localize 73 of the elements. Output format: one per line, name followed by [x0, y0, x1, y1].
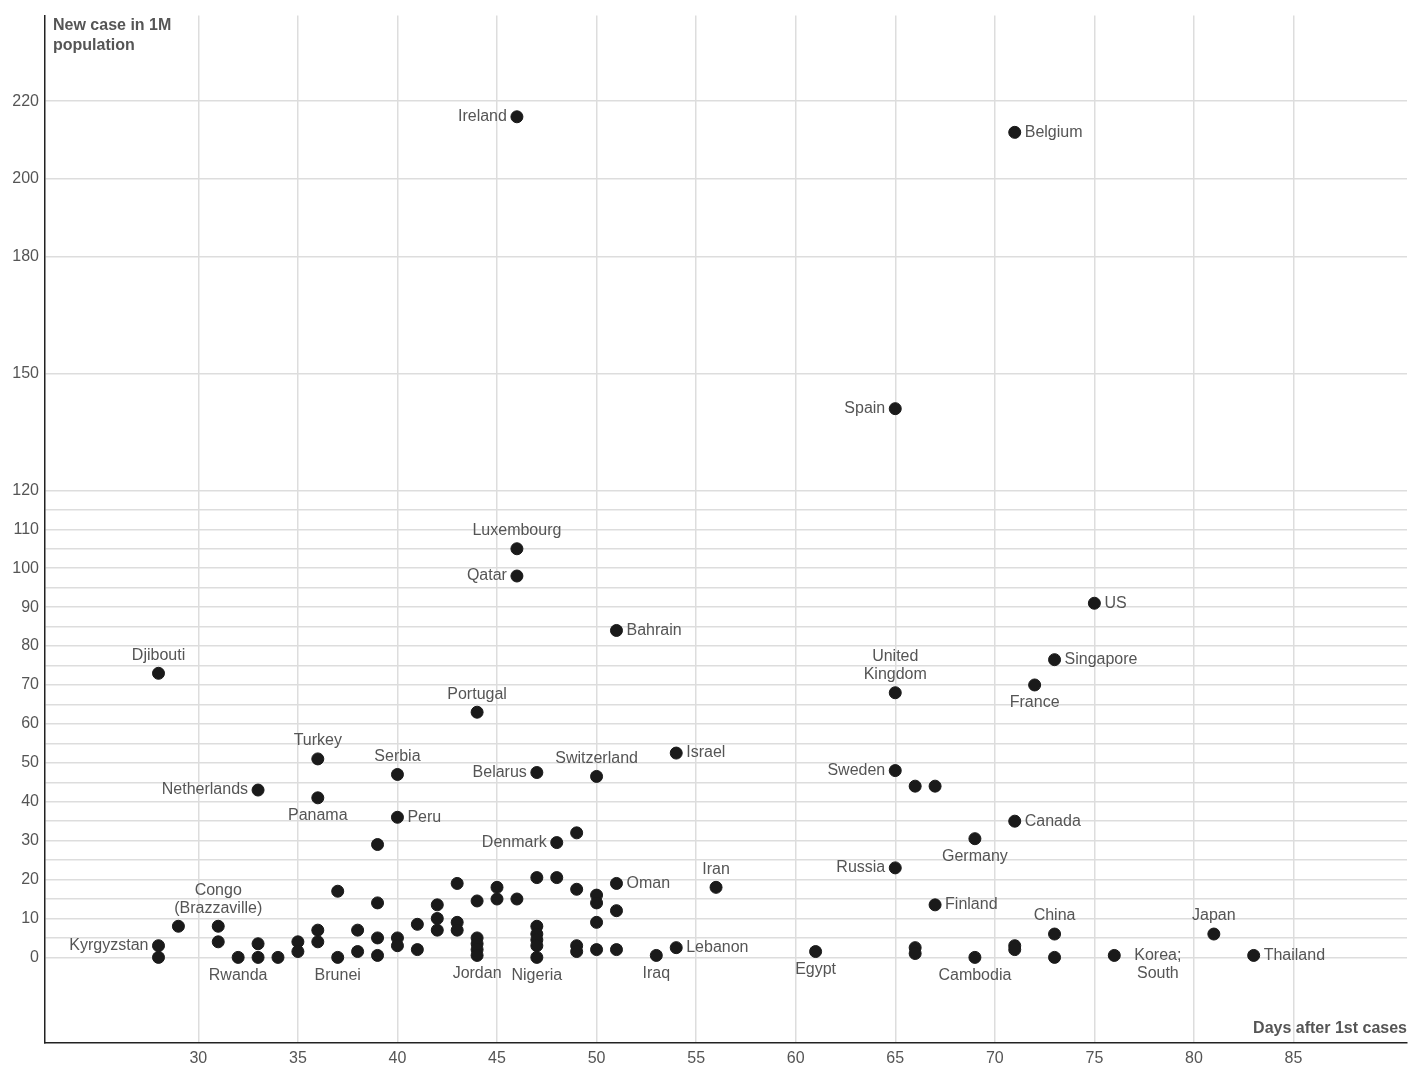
- y-tick-label: 80: [21, 636, 40, 654]
- y-tick-label: 70: [21, 675, 40, 693]
- y-tick-label: 0: [30, 947, 40, 965]
- annotation: Peru: [407, 807, 442, 825]
- x-tick-label: 50: [587, 1049, 606, 1067]
- annotation: Djibouti: [131, 645, 186, 663]
- x-tick-label: 80: [1185, 1049, 1203, 1067]
- annotation: Switzerland: [555, 748, 638, 766]
- annotation: China: [1033, 906, 1076, 924]
- annotation: Luxembourg: [472, 521, 562, 539]
- annotation: Belgium: [1024, 122, 1083, 140]
- x-tick-label: 70: [985, 1049, 1004, 1067]
- annotation: Cambodia: [938, 965, 1012, 983]
- annotation: Spain: [844, 399, 886, 417]
- annotation: Qatar: [466, 566, 508, 584]
- y-tick-label: 60: [21, 714, 40, 732]
- annotation: Serbia: [374, 746, 421, 764]
- x-tick-label: 35: [288, 1049, 307, 1067]
- annotation: Congo (Brazzaville): [174, 880, 263, 916]
- annotation: Kyrgyzstan: [69, 936, 149, 954]
- y-tick-label: 20: [21, 869, 40, 887]
- y-tick-label: 200: [12, 169, 40, 187]
- annotation: Portugal: [447, 684, 507, 702]
- annotation: Panama: [288, 806, 348, 824]
- annotation: Iraq: [642, 963, 671, 981]
- y-tick-label: 100: [12, 558, 40, 576]
- annotation: Singapore: [1064, 650, 1138, 668]
- y-tick-label: 150: [12, 364, 40, 382]
- annotation: US: [1104, 593, 1127, 611]
- annotation: Bahrain: [626, 620, 682, 638]
- annotation: Ireland: [458, 107, 507, 125]
- annotation: Turkey: [293, 731, 342, 749]
- x-tick-label: 60: [786, 1049, 805, 1067]
- annotation: Denmark: [481, 832, 548, 850]
- y-tick-label: 10: [21, 908, 40, 926]
- x-tick-label: 45: [488, 1049, 507, 1067]
- y-tick-label: 30: [21, 831, 40, 849]
- annotation: Israel: [686, 743, 726, 761]
- annotation: Russia: [836, 858, 886, 876]
- x-tick-label: 75: [1085, 1049, 1104, 1067]
- y-axis-title: New case in 1M population: [53, 16, 172, 54]
- annotation: Japan: [1192, 906, 1236, 924]
- annotation: Iran: [702, 859, 730, 877]
- annotation: Jordan: [452, 963, 502, 981]
- annotation: Egypt: [795, 959, 837, 977]
- x-tick-label: 85: [1284, 1049, 1303, 1067]
- y-tick-label: 40: [21, 792, 40, 810]
- x-tick-label: 55: [687, 1049, 706, 1067]
- x-tick-label: 40: [388, 1049, 407, 1067]
- annotation: Korea; South: [1134, 945, 1182, 981]
- annotation: Belarus: [472, 762, 527, 780]
- annotation: Finland: [945, 895, 998, 913]
- y-tick-label: 120: [12, 480, 40, 498]
- annotation: Thailand: [1263, 945, 1326, 963]
- annotation: Rwanda: [208, 965, 268, 983]
- y-tick-label: 220: [12, 91, 40, 109]
- annotation: Germany: [942, 847, 1008, 865]
- x-axis-title: Days after 1st cases: [1253, 1019, 1408, 1037]
- annotation: Canada: [1024, 811, 1081, 829]
- annotation: Lebanon: [686, 938, 749, 956]
- annotation: United Kingdom: [863, 647, 927, 683]
- y-tick-label: 50: [21, 753, 40, 771]
- annotation: Brunei: [314, 965, 361, 983]
- y-tick-label: 90: [21, 597, 40, 615]
- x-tick-label: 65: [886, 1049, 905, 1067]
- annotation: Netherlands: [161, 780, 249, 798]
- x-tick-label: 30: [189, 1049, 208, 1067]
- annotation: Sweden: [827, 760, 886, 778]
- annotation: France: [1009, 693, 1060, 711]
- y-tick-label: 110: [13, 519, 40, 537]
- annotation: Oman: [626, 873, 671, 891]
- y-tick-label: 180: [12, 247, 40, 265]
- annotation: Nigeria: [511, 965, 563, 983]
